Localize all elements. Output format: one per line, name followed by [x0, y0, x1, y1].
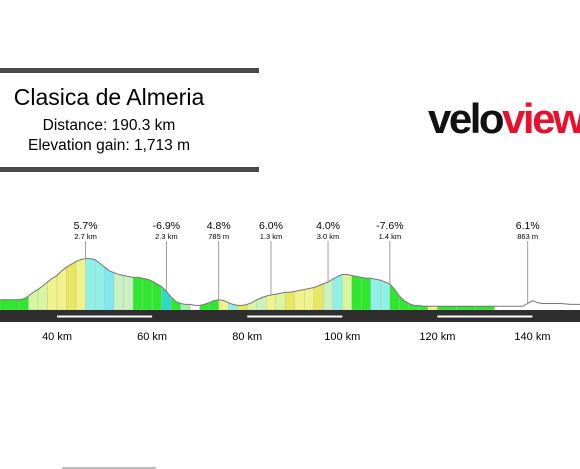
distance-stripe [247, 315, 343, 318]
climb-gradient-label: 6.1% [516, 220, 540, 232]
climb-gradient-label: -7.6% [376, 220, 403, 232]
profile-segment [0, 299, 20, 311]
profile-segment [227, 302, 238, 311]
profile-segments [0, 258, 495, 311]
profile-segment [104, 266, 115, 311]
profile-segment [313, 283, 324, 311]
profile-segment [199, 302, 210, 311]
profile-segment [94, 259, 105, 311]
profile-segment [18, 295, 29, 311]
distance-stripe [57, 315, 153, 318]
profile-segment [304, 287, 314, 311]
profile-segment [285, 291, 295, 311]
climb-gradient-label: 4.8% [207, 220, 231, 232]
profile-segment [437, 306, 457, 311]
profile-segment [132, 277, 143, 311]
climb-length-label: 1.3 km [260, 232, 283, 241]
x-tick-label: 140 km [514, 331, 550, 343]
logo-part-velo: velo [428, 95, 505, 142]
profile-segment [266, 293, 276, 311]
climb-length-label: 3.0 km [317, 232, 340, 241]
profile-segment [123, 275, 134, 311]
x-tick-label: 80 km [232, 331, 262, 343]
race-title: Clasica de Almeria [13, 84, 205, 110]
x-axis-ticks: 40 km 60 km 80 km 100 km 120 km 140 km [42, 331, 550, 343]
climb-length-label: 2.3 km [155, 232, 178, 241]
profile-segment [389, 283, 400, 311]
x-tick-label: 40 km [42, 331, 72, 343]
elevation-profile-chart: 5.7%2.7 km -6.9%2.3 km 4.8%785 m 6.0%1.3 km… [0, 220, 580, 343]
profile-segment [361, 277, 372, 311]
x-tick-label: 60 km [137, 331, 167, 343]
profile-outline [0, 258, 580, 307]
bottom-tab [62, 467, 156, 469]
climb-markers: 5.7%2.7 km -6.9%2.3 km 4.8%785 m 6.0%1.3 km… [74, 220, 540, 304]
climb-length-label: 1.4 km [379, 232, 402, 241]
logo-part-view: view [502, 95, 580, 142]
profile-segment [142, 278, 153, 311]
x-tick-label: 120 km [419, 331, 455, 343]
profile-segment [370, 278, 381, 311]
distance-stripe [437, 315, 533, 318]
profile-segment [75, 258, 86, 311]
climb-length-label: 863 m [517, 232, 538, 241]
climb-gradient-label: 4.0% [316, 220, 340, 232]
profile-segment [66, 261, 77, 311]
climb-gradient-label: 5.7% [74, 220, 98, 232]
climb-length-label: 2.7 km [74, 232, 97, 241]
climb-gradient-label: 6.0% [259, 220, 283, 232]
x-tick-label: 100 km [324, 331, 360, 343]
profile-segment [85, 258, 96, 311]
profile-segment [475, 306, 495, 311]
race-distance: Distance: 190.3 km [42, 117, 176, 134]
profile-segment [427, 306, 438, 311]
profile-segment [218, 299, 229, 311]
profile-segment [275, 292, 286, 311]
profile-segment [332, 274, 343, 311]
profile-segment [456, 306, 476, 311]
climb-gradient-label: -6.9% [153, 220, 180, 232]
profile-segment [113, 272, 124, 311]
veloviewer-logo: veloview [428, 98, 580, 140]
title-box [0, 68, 259, 172]
profile-segment [351, 275, 362, 311]
profile-segment [208, 299, 219, 311]
race-elevation-gain: Elevation gain: 1,713 m [28, 137, 190, 154]
profile-segment [342, 274, 353, 311]
profile-segment [247, 299, 257, 311]
profile-segment [380, 279, 391, 311]
profile-segment [294, 289, 305, 311]
climb-length-label: 785 m [208, 232, 229, 241]
